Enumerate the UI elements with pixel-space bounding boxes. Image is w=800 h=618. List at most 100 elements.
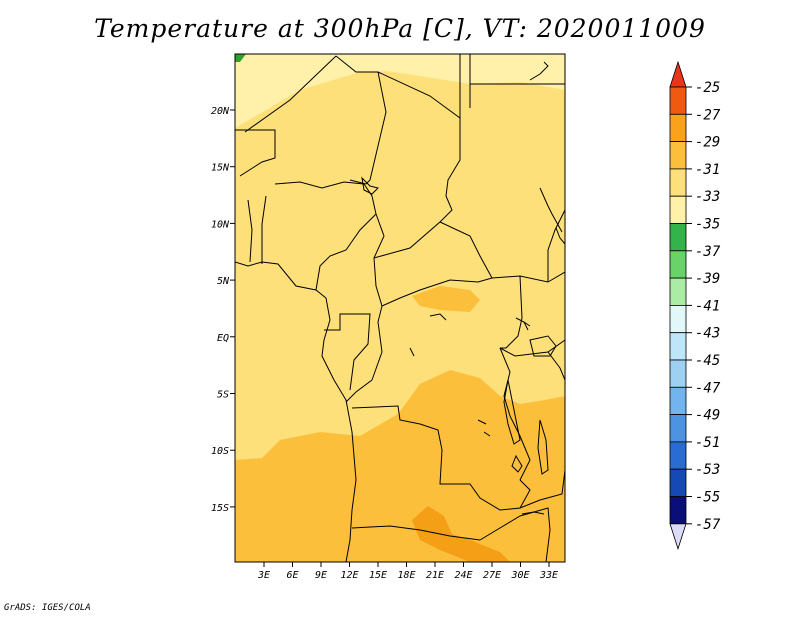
border-algeria-niger (244, 55, 337, 133)
lon-label: 12E (340, 570, 358, 581)
colorbar-swatch (669, 141, 687, 170)
colorbar-swatch (669, 468, 687, 497)
lon-label: 18E (397, 570, 415, 581)
lake-victoria (529, 335, 557, 357)
lat-label: 5S (217, 390, 229, 401)
border-ethiopia (547, 209, 565, 282)
grads-credit: GrADS: IGES/COLA (4, 603, 91, 613)
coastline-west-africa (235, 261, 357, 562)
congo-river (409, 313, 447, 357)
country-borders (235, 54, 565, 562)
border-sudan-chad (439, 118, 461, 223)
colorbar-swatch (669, 496, 687, 525)
colorbar-swatch (669, 86, 687, 115)
lat-label: 15N (211, 163, 230, 174)
border-drc-east (499, 347, 531, 481)
border-car-chad (373, 221, 493, 279)
colorbar-label: -37 (695, 244, 721, 260)
latitude-axis: 20N 15N 10N 5N EQ 5S 10S 15S (211, 106, 235, 514)
colorbar-swatch (669, 441, 687, 470)
band-29-to-31 (235, 370, 565, 562)
lake-malawi (537, 419, 549, 475)
lon-label: 33E (539, 570, 558, 581)
border-drc-angola (351, 405, 444, 485)
lon-label: 6E (286, 570, 298, 581)
border-nigeria-niger (274, 181, 377, 215)
border-togo-ghana (247, 199, 253, 263)
border-nigeria-cameroon (315, 213, 377, 291)
lat-label: EQ (217, 333, 229, 344)
border-mali-niger (235, 129, 276, 177)
lon-label: 24E (454, 570, 472, 581)
lon-label: 27E (483, 570, 501, 581)
lake-bangweulu (511, 454, 523, 473)
colorbar-swatch (669, 195, 687, 224)
band-35-to-37 (235, 54, 246, 62)
lake-mweru (477, 419, 491, 437)
border-chad-niger (349, 71, 387, 185)
colorbar-label: -47 (695, 380, 721, 396)
lake-kariba (521, 511, 545, 515)
lat-label: 10S (211, 446, 229, 457)
colorbar-label: -35 (695, 217, 720, 233)
border-nigeria-benin (261, 195, 267, 264)
colorbar-swatch (669, 359, 687, 388)
colorbar-swatch (669, 113, 687, 143)
lake-tanganyika (503, 379, 521, 445)
lat-label: 20N (211, 106, 230, 117)
lon-label: 9E (315, 570, 327, 581)
colorbar-swatch (669, 223, 687, 252)
band-29-to-31-patch (412, 286, 480, 312)
border-tanzania (547, 351, 565, 381)
band-33-to-35-strip (250, 60, 470, 112)
border-gabon-congo (324, 313, 371, 391)
colorbar-label: -39 (695, 271, 720, 287)
border-sudan-south (491, 271, 565, 283)
colorbar-swatch (669, 386, 687, 415)
border-angola-namibia (351, 525, 481, 541)
red-sea-coast (529, 61, 563, 233)
colorbar-top-arrow (669, 60, 687, 88)
lat-label: 15S (211, 503, 229, 514)
border-congo-drc (345, 305, 383, 403)
lon-label: 3E (257, 570, 270, 581)
colorbar-label: -43 (695, 326, 720, 342)
colorbar-swatch (669, 168, 687, 197)
colorbar-label: -45 (695, 353, 720, 369)
colorbar-label: -25 (695, 80, 720, 96)
border-car-south (381, 277, 493, 307)
lon-label: 30E (510, 570, 529, 581)
lat-label: 5N (217, 276, 230, 287)
gulf-of-aden (555, 227, 565, 245)
colorbar-swatch (669, 304, 687, 334)
colorbar-label: -51 (695, 435, 720, 451)
colorbar: -25 -27 -29 -31 -33 -35 -37 -39 -41 -43 -45 -47 -49 -… (669, 60, 721, 551)
lake-kyoga (515, 317, 531, 331)
lat-label: 10N (211, 219, 230, 230)
lake-chad (361, 176, 379, 195)
colorbar-label: -55 (695, 490, 720, 506)
colorbar-swatch (669, 250, 687, 279)
colorbar-swatch (669, 332, 687, 361)
border-libya-chad (335, 54, 461, 119)
colorbar-label: -53 (695, 462, 720, 478)
colorbar-label: -31 (695, 162, 720, 178)
colorbar-swatch (669, 414, 687, 443)
colorbar-label: -29 (695, 135, 720, 151)
border-zambia (444, 479, 531, 511)
colorbar-label: -41 (695, 298, 720, 314)
lon-label: 15E (369, 570, 387, 581)
colorbar-label: -49 (695, 408, 720, 424)
map-title: Temperature at 300hPa [C], VT: 202001100… (94, 14, 706, 43)
lon-label: 21E (426, 570, 444, 581)
border-zimbabwe (479, 507, 551, 562)
band-27-to-29 (412, 506, 510, 562)
temperature-field (235, 54, 565, 562)
colorbar-label: -27 (695, 107, 721, 123)
colorbar-swatch (669, 277, 687, 306)
colorbar-label: -57 (695, 517, 721, 533)
colorbar-label: -33 (695, 189, 720, 205)
plot-frame (234, 53, 566, 563)
longitude-axis: 3E 6E 9E 12E 15E 18E 21E 24E 27E 30E 33E (257, 562, 558, 581)
